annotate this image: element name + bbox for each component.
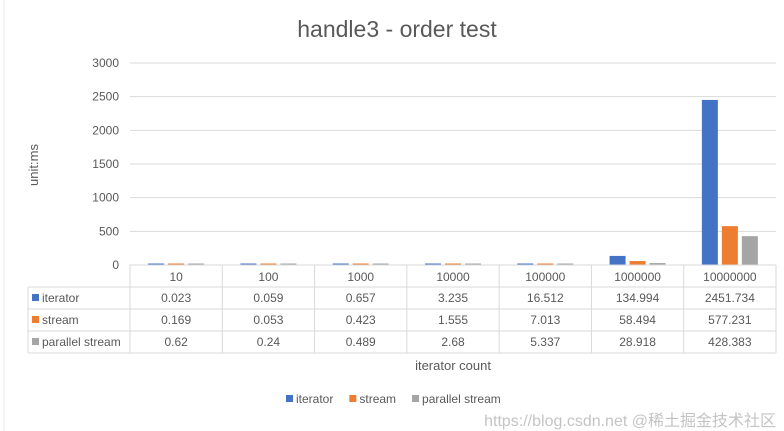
bar-iterator — [609, 255, 626, 265]
y-tick-label: 2000 — [92, 123, 119, 137]
chart-title: handle3 - order test — [297, 16, 497, 42]
bar-stream — [721, 226, 738, 265]
x-tick-label: 10000 — [436, 270, 470, 284]
data-label: 58.494 — [619, 313, 656, 327]
y-axis-label: unit:ms — [26, 144, 41, 186]
legend-swatch — [412, 395, 420, 402]
legend-item: parallel stream — [422, 392, 501, 406]
x-tick-label: 10000000 — [703, 270, 757, 284]
y-tick-label: 3000 — [92, 56, 119, 70]
bar-stream — [629, 261, 646, 265]
data-label: 28.918 — [619, 335, 656, 349]
bar-stream — [352, 263, 369, 265]
data-label: 0.423 — [346, 313, 376, 327]
legend-key-parallel-stream — [32, 338, 39, 345]
legend-item: stream — [359, 392, 396, 406]
bar-stream — [168, 263, 185, 265]
y-tick-label: 1500 — [92, 157, 119, 171]
watermark: https://blog.csdn.net @稀土掘金技术社区 — [484, 412, 776, 430]
data-label: 0.059 — [253, 291, 283, 305]
x-tick-label: 100 — [258, 270, 278, 284]
x-tick-label: 1000 — [347, 270, 374, 284]
bar-stream — [537, 263, 554, 265]
data-label: 134.994 — [616, 291, 660, 305]
bar-parallel-stream — [280, 263, 297, 265]
legend-swatch — [349, 395, 357, 402]
legend-swatch — [286, 395, 293, 402]
data-label: 3.235 — [438, 291, 468, 305]
bar-parallel-stream — [557, 263, 574, 265]
bar-parallel-stream — [465, 263, 481, 265]
data-label: 2.68 — [441, 335, 465, 349]
data-label: 0.169 — [161, 313, 191, 327]
table-series-name: parallel stream — [42, 335, 121, 349]
y-tick-label: 0 — [112, 258, 119, 272]
legend-key-iterator — [32, 294, 39, 301]
data-label: 0.24 — [257, 335, 281, 349]
data-label: 0.489 — [346, 335, 376, 349]
bar-iterator — [517, 263, 534, 265]
legend-item: iterator — [296, 392, 333, 406]
bar-iterator — [240, 263, 257, 265]
data-label: 16.512 — [527, 291, 564, 305]
legend-key-stream — [32, 316, 39, 323]
bar-parallel-stream — [649, 263, 666, 265]
data-label: 2451.734 — [705, 291, 755, 305]
y-tick-label: 1000 — [92, 191, 119, 205]
data-label: 7.013 — [530, 313, 560, 327]
x-axis-label: iterator count — [415, 358, 491, 373]
data-label: 0.62 — [164, 335, 188, 349]
bar-parallel-stream — [188, 263, 205, 265]
y-tick-label: 500 — [99, 224, 119, 238]
data-label: 5.337 — [530, 335, 560, 349]
x-tick-label: 10 — [169, 270, 183, 284]
y-tick-label: 2500 — [92, 90, 119, 104]
x-tick-label: 100000 — [525, 270, 565, 284]
x-tick-label: 1000000 — [614, 270, 661, 284]
bar-iterator — [148, 263, 165, 265]
bar-parallel-stream — [741, 236, 758, 265]
data-label: 428.383 — [708, 335, 752, 349]
bar-stream — [445, 263, 461, 265]
data-label: 0.657 — [346, 291, 376, 305]
bar-parallel-stream — [372, 263, 389, 265]
bar-iterator — [701, 99, 718, 265]
bar-stream — [260, 263, 277, 265]
data-label: 1.555 — [438, 313, 468, 327]
bar-iterator — [332, 263, 349, 265]
data-label: 577.231 — [708, 313, 752, 327]
table-series-name: iterator — [42, 291, 79, 305]
data-label: 0.023 — [161, 291, 191, 305]
table-series-name: stream — [42, 313, 79, 327]
data-label: 0.053 — [253, 313, 283, 327]
bar-iterator — [425, 263, 441, 265]
